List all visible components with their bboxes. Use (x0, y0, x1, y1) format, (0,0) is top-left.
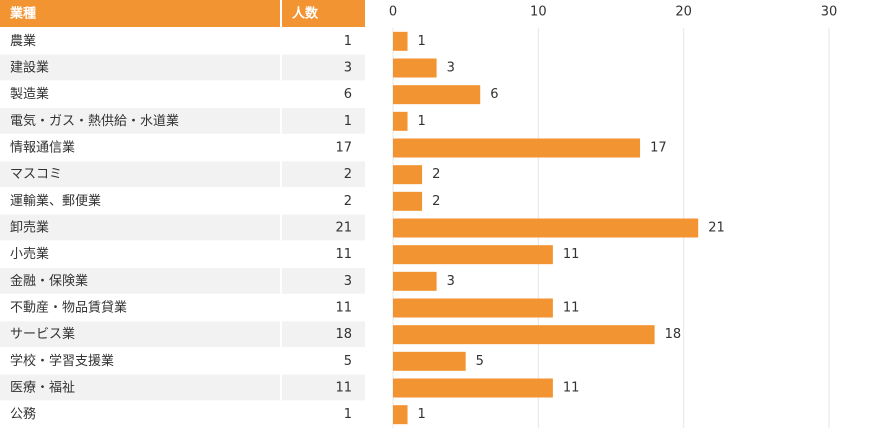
table-value: 5 (344, 354, 352, 369)
data-label: 18 (665, 327, 682, 342)
category-label: 医療・福祉 (10, 381, 75, 396)
category-label: 小売業 (10, 246, 49, 262)
bar (393, 245, 553, 265)
table-value: 2 (344, 194, 352, 209)
table-cell (282, 401, 365, 427)
table-cell (0, 374, 280, 401)
table-value: 1 (344, 407, 352, 422)
table-value: 21 (335, 221, 352, 236)
table-cell (282, 374, 365, 401)
data-label: 17 (650, 141, 667, 156)
table-cell (0, 241, 280, 267)
column-header: 人数 (292, 6, 319, 22)
table-cell (0, 188, 280, 214)
table-cell (0, 161, 280, 187)
table-cell (0, 348, 280, 374)
x-tick-label: 10 (530, 5, 547, 20)
table-cell (282, 294, 365, 321)
table-value: 18 (335, 327, 352, 342)
table-cell (0, 401, 280, 427)
data-label: 11 (563, 247, 580, 262)
table-value: 1 (344, 114, 352, 129)
table-cell (0, 28, 280, 54)
table-cell (282, 188, 365, 214)
table-cell (282, 348, 365, 374)
table-cell (282, 81, 365, 107)
bar (393, 271, 437, 291)
table-cell (282, 241, 365, 267)
table-value: 3 (344, 274, 352, 289)
table-value: 3 (344, 61, 352, 76)
x-tick-label: 20 (675, 5, 692, 20)
table-value: 11 (335, 301, 352, 316)
category-label: 金融・保険業 (10, 273, 88, 289)
table-cell (282, 214, 365, 241)
bar (393, 325, 655, 345)
table-cell (282, 134, 365, 161)
category-label: 卸売業 (10, 220, 49, 236)
data-label: 5 (476, 354, 484, 369)
x-tick-label: 30 (821, 5, 838, 20)
table-value: 11 (335, 381, 352, 396)
table-cell (0, 214, 280, 241)
category-label: 運輸業、郵便業 (10, 193, 101, 209)
bar (393, 378, 553, 398)
category-label: 情報通信業 (10, 140, 75, 156)
bar (393, 298, 553, 318)
bar (393, 85, 481, 105)
category-label: 公務 (10, 407, 36, 422)
data-label: 1 (418, 34, 426, 49)
category-label: 農業 (10, 33, 36, 49)
data-label: 11 (563, 301, 580, 316)
data-label: 21 (708, 221, 725, 236)
bar (393, 165, 423, 185)
table-cell (0, 268, 280, 294)
data-label: 6 (490, 87, 498, 102)
table-value: 11 (335, 247, 352, 262)
data-label: 11 (563, 381, 580, 396)
table-cell (0, 321, 280, 347)
table-cell (0, 108, 280, 134)
category-label: 建設業 (10, 60, 49, 76)
bar (393, 351, 466, 371)
table-cell (282, 28, 365, 54)
category-label: 学校・学習支援業 (10, 353, 114, 369)
category-label: サービス業 (10, 326, 75, 342)
bar (393, 138, 641, 158)
data-label: 1 (418, 407, 426, 422)
table-header (0, 0, 280, 27)
column-header: 業種 (9, 6, 36, 22)
data-label: 1 (418, 114, 426, 129)
table-value: 1 (344, 34, 352, 49)
data-label: 3 (447, 61, 455, 76)
bar (393, 58, 437, 78)
bar (393, 191, 423, 211)
table-cell (282, 321, 365, 347)
table-cell (282, 108, 365, 134)
category-label: 製造業 (10, 86, 49, 102)
category-label: 電気・ガス・熱供給・水道業 (10, 113, 179, 129)
table-value: 2 (344, 167, 352, 182)
x-tick-label: 0 (389, 5, 397, 20)
data-label: 2 (432, 194, 440, 209)
table-header (282, 0, 365, 27)
table-cell (0, 294, 280, 321)
table-value: 6 (344, 87, 352, 102)
table-cell (0, 134, 280, 161)
table-cell (282, 161, 365, 187)
table-cell (282, 54, 365, 81)
category-label: マスコミ (10, 167, 62, 182)
table-cell (0, 54, 280, 81)
table-cell (282, 268, 365, 294)
bar (393, 31, 408, 51)
category-label: 不動産・物品賃貸業 (10, 300, 127, 316)
table-value: 17 (335, 141, 352, 156)
bar (393, 405, 408, 425)
bar (393, 218, 699, 238)
data-label: 2 (432, 167, 440, 182)
table-cell (0, 81, 280, 107)
bar (393, 111, 408, 131)
data-label: 3 (447, 274, 455, 289)
